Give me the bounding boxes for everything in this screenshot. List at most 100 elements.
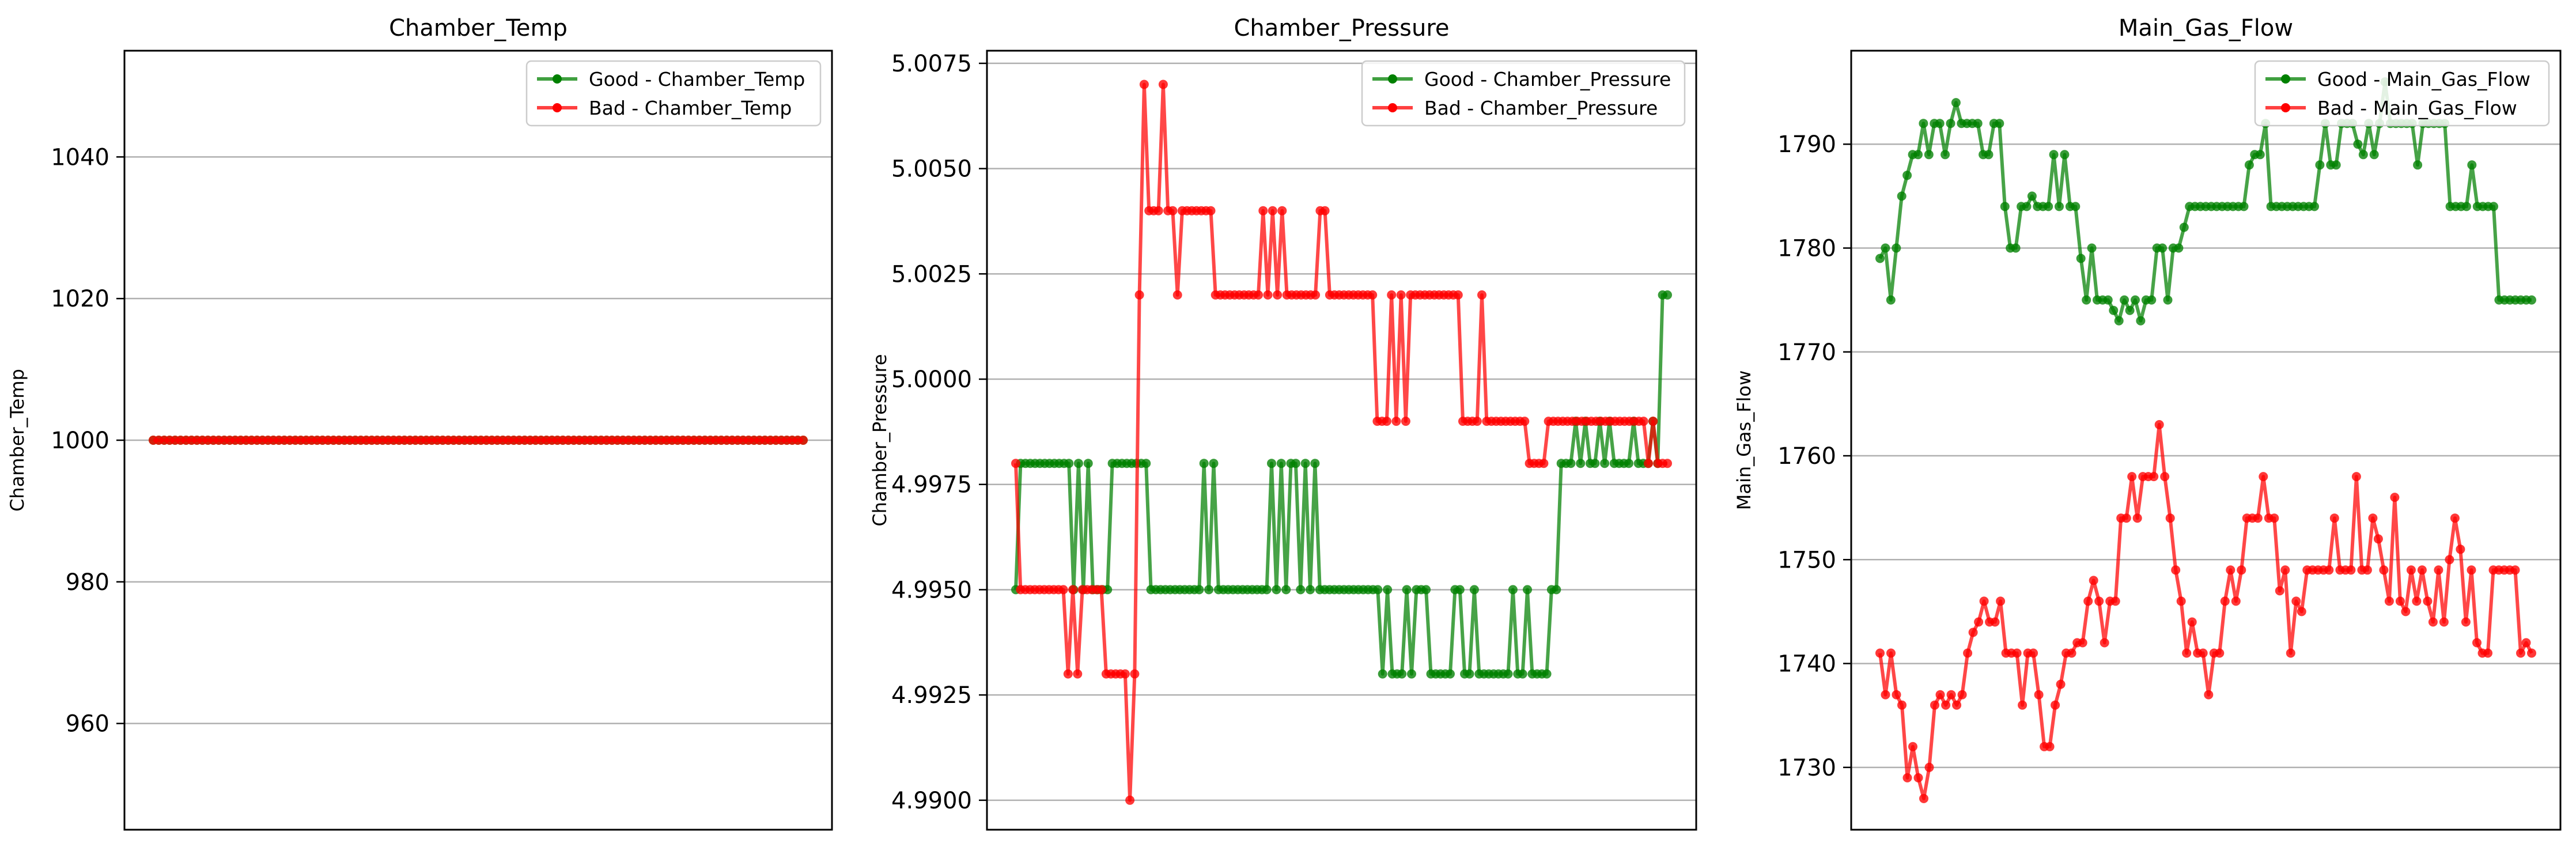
legend-entry[interactable]: Bad - Chamber_Pressure [1424,97,1658,119]
data-point [2373,534,2383,544]
data-point [1168,206,1178,215]
legend-marker [1388,74,1397,84]
data-point [2089,576,2098,585]
y-tick-label: 1750 [1777,547,1836,573]
data-point [2120,295,2129,305]
data-point [2255,150,2265,160]
data-point [1963,648,1973,658]
data-point [1310,459,1320,468]
y-tick-label: 1790 [1777,131,1836,158]
data-point [2147,295,2157,305]
data-point [1281,585,1291,595]
panel-title: Main_Gas_Flow [2119,15,2293,41]
panel-title: Chamber_Pressure [1234,15,1449,41]
data-point [1968,627,1978,637]
data-point [2439,617,2449,627]
y-axis: 4.9900 4.9925 4.9950 4.9975 5.0000 5.0025 5.00… [891,51,1696,814]
legend[interactable]: Good - Chamber_Pressure Bad - Chamber_Pre… [1361,60,1686,127]
data-point [1576,459,1586,468]
data-point [2297,607,2306,617]
data-point [799,436,808,445]
data-point [1477,290,1486,300]
data-point [2527,295,2536,305]
legend-entry[interactable]: Good - Chamber_Temp [589,68,805,90]
data-point [2179,222,2189,232]
data-point [2163,295,2173,305]
data-point [1073,459,1083,468]
data-point [1892,243,1901,253]
series-bad [1875,420,2536,803]
data-point [2114,316,2124,326]
data-point [1402,585,1412,595]
plot-area [986,50,1697,831]
y-tick-label: 980 [66,569,109,596]
data-point [2215,648,2225,658]
panel-chamber-temp: Chamber_Temp Chamber_Temp 960 980 1000 1020… [6,15,833,831]
y-tick-label: 1040 [51,144,109,171]
data-point [1472,417,1482,426]
plot-area [123,50,833,831]
data-point [1930,700,1939,710]
data-point [1590,459,1600,468]
data-point [2456,544,2465,554]
data-point [1465,669,1474,679]
legend-entry[interactable]: Bad - Chamber_Temp [589,97,792,119]
data-point [1924,762,1934,772]
data-point [1407,669,1416,679]
data-point [2076,254,2086,263]
data-point [1984,150,1994,160]
axes-frame [1850,50,2562,831]
data-point [2226,565,2235,575]
legend-entry[interactable]: Good - Main_Gas_Flow [2317,68,2530,90]
data-point [1130,669,1140,679]
data-point [1875,648,1885,658]
data-point [2369,150,2379,160]
data-point [1378,669,1387,679]
data-point [2078,638,2087,648]
data-point [2110,596,2120,606]
data-point [2461,202,2471,211]
data-point [1539,459,1549,468]
data-point [2011,243,2021,253]
data-point [2423,596,2433,606]
data-point [1552,585,1561,595]
data-point [2489,202,2498,211]
data-point [1068,585,1078,595]
data-point [2390,493,2400,502]
data-point [2324,565,2334,575]
y-tick-label: 1020 [51,286,109,312]
data-point [1648,417,1658,426]
data-point [1158,80,1168,89]
y-axis-label: Chamber_Pressure [869,354,891,526]
data-point [1368,290,1378,300]
data-point [1258,206,1268,215]
data-point [1935,119,1945,128]
data-point [2149,472,2159,482]
data-point [2358,150,2368,160]
data-point [2483,648,2492,658]
data-point [1913,773,1923,782]
data-point [1063,669,1073,679]
data-point [2450,513,2460,523]
legend-entry[interactable]: Good - Chamber_Pressure [1424,68,1671,90]
y-tick-label: 1770 [1777,339,1836,366]
data-point [2527,648,2536,658]
y-tick-label: 5.0000 [891,366,972,393]
legend-entry[interactable]: Bad - Main_Gas_Flow [2317,97,2517,119]
data-point [2125,305,2135,315]
data-point [1382,417,1391,426]
data-point [1204,585,1214,595]
legend[interactable]: Good - Main_Gas_Flow Bad - Main_Gas_Flow [2254,60,2550,127]
legend[interactable]: Good - Chamber_Temp Bad - Chamber_Temp [525,60,822,127]
data-point [2165,513,2175,523]
data-point [1542,669,1552,679]
data-point [2362,565,2372,575]
data-point [2412,596,2422,606]
data-point [1644,459,1653,468]
data-point [2406,565,2416,575]
data-point [2174,243,2184,253]
panel-chamber-pressure: Chamber_Pressure Chamber_Pressure 4.9900… [869,15,1697,831]
data-point [2187,617,2197,627]
data-point [2103,295,2113,305]
data-point [2417,565,2427,575]
